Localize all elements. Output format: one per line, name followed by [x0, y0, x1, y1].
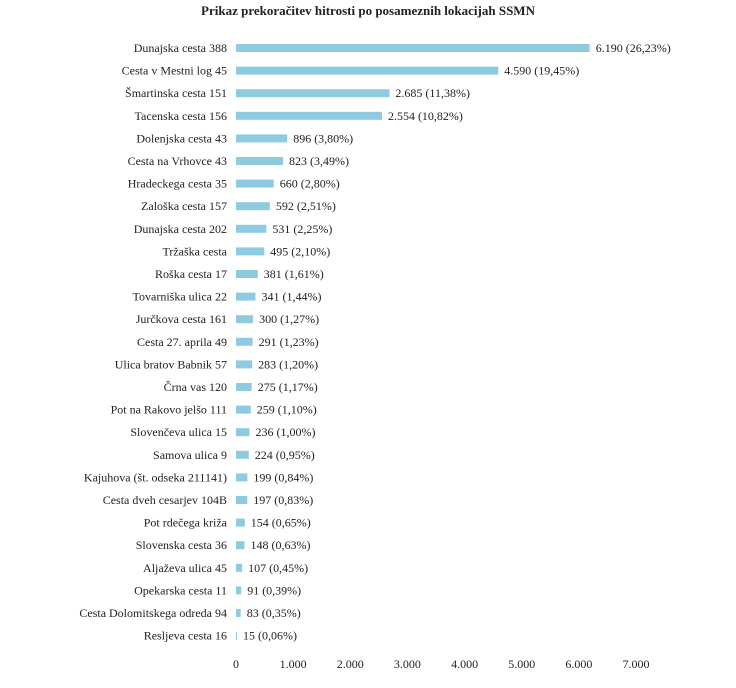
bar — [236, 337, 253, 346]
category-label: Roška cesta 17 — [155, 267, 227, 281]
category-label: Tacenska cesta 156 — [135, 109, 227, 123]
data-label: 199 (0,84%) — [253, 470, 313, 484]
data-label: 6.190 (26,23%) — [596, 41, 671, 55]
category-label: Tovarniška ulica 22 — [133, 290, 227, 304]
x-tick-label: 4.000 — [451, 657, 478, 671]
x-axis-ticks: 0 1.000 2.000 3.000 4.000 5.000 6.000 7.000 — [233, 657, 650, 671]
bar — [236, 270, 258, 278]
data-label: 495 (2,10%) — [270, 244, 330, 258]
data-label: 275 (1,17%) — [258, 380, 318, 394]
data-label: 300 (1,27%) — [259, 312, 319, 326]
x-tick-label: 2.000 — [337, 657, 364, 671]
bars-layer — [236, 44, 590, 640]
category-label: Ulica bratov Babnik 57 — [115, 357, 227, 371]
x-tick-label: 1.000 — [280, 657, 307, 671]
category-label: Pot na Rakovo jelšo 111 — [111, 403, 227, 417]
category-label: Cesta v Mestni log 45 — [122, 64, 227, 78]
data-label: 107 (0,45%) — [248, 561, 308, 575]
category-label: Slovenska cesta 36 — [136, 538, 227, 552]
category-label: Hradeckega cesta 35 — [128, 177, 227, 191]
x-tick-label: 0 — [233, 657, 239, 671]
category-label: Cesta 27. aprila 49 — [137, 335, 227, 349]
data-label: 154 (0,65%) — [251, 516, 311, 530]
category-label: Kajuhova (št. odseka 211141) — [84, 470, 227, 484]
bar — [236, 473, 248, 482]
bar — [236, 563, 243, 572]
bar — [236, 66, 499, 75]
category-label: Slovenčeva ulica 15 — [130, 425, 227, 439]
data-label: 148 (0,63%) — [250, 538, 310, 552]
bar — [236, 586, 242, 595]
data-label: 823 (3,49%) — [289, 154, 349, 168]
data-label: 197 (0,83%) — [253, 493, 313, 507]
chart-title: Prikaz prekoračitev hitrosti po posamezn… — [201, 3, 536, 18]
data-label: 2.685 (11,38%) — [395, 86, 470, 100]
bar — [236, 631, 237, 640]
data-label: 236 (1,00%) — [255, 425, 315, 439]
x-tick-label: 5.000 — [508, 657, 535, 671]
category-label: Cesta Dolomitskega odreda 94 — [79, 606, 227, 620]
bar — [236, 89, 390, 98]
category-label: Zaloška cesta 157 — [141, 199, 227, 213]
data-labels: 6.190 (26,23%) 4.590 (19,45%) 2.685 (11,38… — [243, 41, 671, 643]
bar — [236, 518, 245, 527]
category-label: Cesta na Vrhovce 43 — [128, 154, 227, 168]
data-label: 896 (3,80%) — [293, 131, 353, 145]
data-label: 83 (0,35%) — [247, 606, 301, 620]
category-label: Šmartinska cesta 151 — [125, 86, 227, 100]
data-label: 91 (0,39%) — [247, 583, 301, 597]
bar — [236, 202, 270, 211]
category-labels: Dunajska cesta 388 Cesta v Mestni log 45 Š… — [79, 41, 227, 643]
x-tick-label: 6.000 — [565, 657, 592, 671]
bar — [236, 450, 249, 459]
category-label: Pot rdečega križa — [144, 516, 228, 530]
bar — [236, 541, 245, 550]
bar — [236, 224, 267, 233]
category-label: Aljaževa ulica 45 — [143, 561, 227, 575]
data-label: 341 (1,44%) — [261, 290, 321, 304]
bar — [236, 360, 253, 369]
category-label: Dolenjska cesta 43 — [136, 131, 227, 145]
category-label: Jurčkova cesta 161 — [136, 312, 227, 326]
bar — [236, 496, 248, 504]
bar — [236, 247, 265, 256]
bar — [236, 315, 254, 324]
bar — [236, 292, 256, 301]
category-label: Črna vas 120 — [164, 380, 227, 394]
data-label: 4.590 (19,45%) — [504, 64, 579, 78]
bar — [236, 383, 252, 391]
bar — [236, 405, 251, 414]
bar — [236, 44, 590, 52]
bar — [236, 179, 274, 188]
x-tick-label: 3.000 — [394, 657, 421, 671]
bar — [236, 157, 284, 165]
category-label: Dunajska cesta 202 — [134, 222, 227, 236]
data-label: 291 (1,23%) — [259, 335, 319, 349]
category-label: Dunajska cesta 388 — [134, 41, 227, 55]
data-label: 259 (1,10%) — [257, 403, 317, 417]
data-label: 592 (2,51%) — [276, 199, 336, 213]
bar — [236, 134, 288, 143]
bar — [236, 428, 250, 437]
category-label: Samova ulica 9 — [153, 448, 227, 462]
data-label: 2.554 (10,82%) — [388, 109, 463, 123]
data-label: 15 (0,06%) — [243, 629, 297, 643]
data-label: 224 (0,95%) — [255, 448, 315, 462]
category-label: Cesta dveh cesarjev 104B — [103, 493, 227, 507]
category-label: Opekarska cesta 11 — [134, 583, 227, 597]
bar — [236, 111, 382, 120]
data-label: 531 (2,25%) — [272, 222, 332, 236]
category-label: Resljeva cesta 16 — [144, 629, 227, 643]
x-tick-label: 7.000 — [623, 657, 650, 671]
data-label: 381 (1,61%) — [264, 267, 324, 281]
data-label: 660 (2,80%) — [280, 177, 340, 191]
data-label: 283 (1,20%) — [258, 357, 318, 371]
bar — [236, 609, 241, 617]
category-label: Tržaška cesta — [162, 244, 227, 258]
